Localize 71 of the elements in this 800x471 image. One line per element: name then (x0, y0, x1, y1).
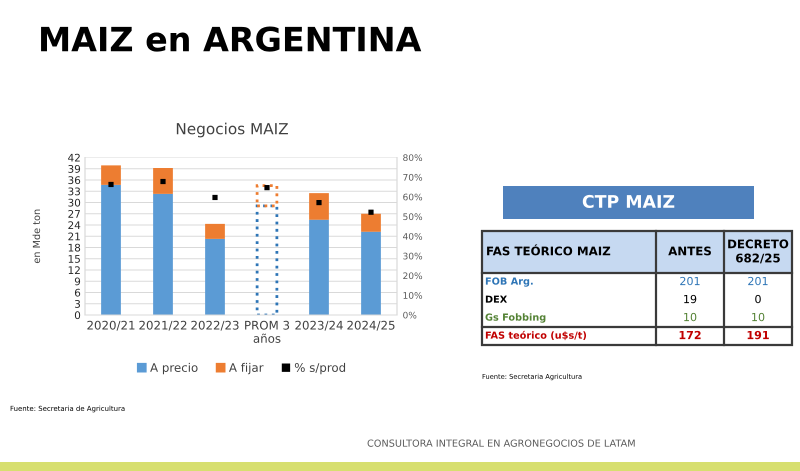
y2-tick-label: 50% (403, 213, 422, 220)
bar (153, 194, 173, 315)
y-tick-label: 9 (74, 277, 80, 286)
bar (153, 168, 173, 194)
data-label: 172 (680, 330, 701, 340)
y-tick-label: 6 (74, 288, 80, 297)
y-axis-title: en Mde ton (32, 210, 40, 264)
legend-label: DEX (486, 296, 508, 303)
y2-tick-label: 80% (403, 154, 422, 162)
bar (101, 184, 121, 315)
y2-tick-label: 70% (403, 174, 422, 181)
y-tick-label: 36 (68, 176, 80, 184)
x-tick-label: 2021/22 (139, 320, 186, 331)
y2-tick-label: 0% (403, 312, 416, 319)
legend-label: FOB Arg. (486, 277, 533, 287)
bar (361, 232, 381, 315)
bar (309, 193, 329, 220)
y2-tick-label: 40% (402, 232, 422, 240)
y2-tick-label: 60% (403, 194, 422, 200)
legend-title: FAS TEÓRICO MAIZ (487, 244, 610, 256)
x-tick-label: 2022/23 (191, 320, 239, 331)
chart-title: MAIZ en ARGENTINA (41, 26, 422, 52)
y-tick-label: 0 (74, 311, 80, 320)
bar (205, 224, 225, 239)
point (264, 185, 270, 190)
x-tick-label: 2023/24 (295, 320, 343, 331)
point (160, 178, 166, 184)
y-tick-label: 12 (68, 266, 80, 274)
y2-tick-label: 30% (403, 252, 422, 260)
y-tick-label: 39 (68, 164, 80, 173)
data-label: 201 (680, 276, 700, 286)
legend-label: Gs Fobbing (485, 313, 546, 323)
y2-tick-label: 20% (403, 272, 422, 280)
x-tick-label: 2024/25 (347, 320, 394, 331)
legend-label: A precio (150, 362, 198, 374)
data-label: 10 (684, 312, 696, 322)
y-tick-label: 27 (68, 210, 80, 218)
y-tick-label: 24 (68, 221, 80, 229)
category-label: ANTES (668, 246, 711, 256)
bar (256, 204, 278, 315)
data-label: 10 (752, 312, 764, 322)
y2-tick-label: 10% (404, 292, 422, 299)
legend-label: FAS teórico (u$s/t) (486, 330, 586, 340)
category-label: DECRETO 682/25 (728, 239, 788, 264)
bar (205, 238, 225, 315)
point (368, 210, 374, 215)
bar (361, 214, 381, 232)
bar (309, 220, 329, 315)
data-label: 0 (755, 294, 761, 304)
bar (256, 184, 278, 208)
y-tick-label: 30 (68, 198, 80, 207)
x-tick-label: PROM 3 años (245, 320, 290, 343)
y-tick-label: 3 (75, 300, 80, 308)
chart-subtitle: Negocios MAIZ (176, 122, 288, 138)
data-label: 191 (748, 330, 769, 340)
text: CONSULTORA INTEGRAL EN AGRONEGOCIOS DE LATAM (368, 439, 635, 447)
legend-label: A fijar (228, 362, 264, 374)
data-label: 19 (684, 294, 696, 304)
point (108, 182, 114, 188)
x-tick-label: 2020/21 (87, 320, 134, 331)
y-tick-label: 33 (68, 187, 80, 196)
bar (101, 165, 121, 185)
y-tick-label: 42 (68, 154, 80, 162)
point (212, 194, 218, 200)
y-tick-label: 18 (68, 244, 80, 252)
y-tick-label: 15 (68, 255, 80, 263)
y-tick-label: 21 (68, 232, 80, 240)
point (316, 200, 322, 206)
text: CTP MAIZ (582, 194, 674, 208)
data-label: 201 (748, 276, 768, 286)
legend-label: % s/prod (294, 362, 346, 374)
